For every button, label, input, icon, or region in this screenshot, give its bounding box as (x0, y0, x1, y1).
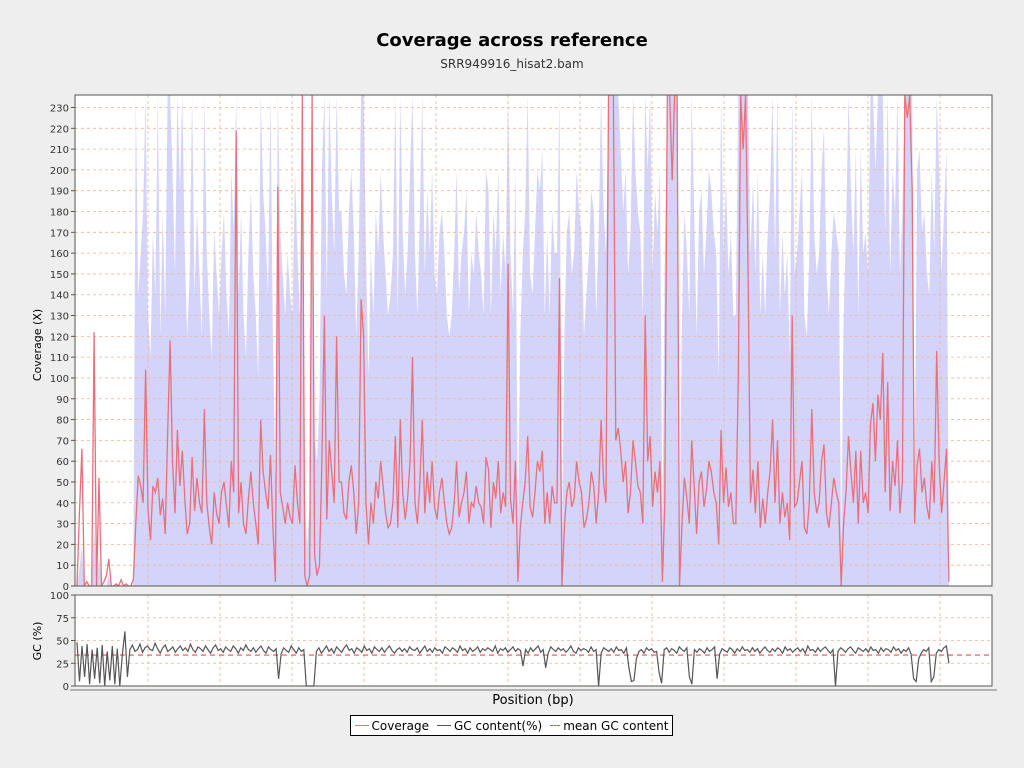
gc-y-tick-label: 100 (50, 591, 69, 602)
coverage-y-tick-label: 130 (50, 312, 69, 323)
coverage-y-tick-label: 0 (63, 582, 69, 593)
legend-item-gc-content: GC content(%) (437, 719, 542, 733)
coverage-y-tick-label: 110 (50, 353, 69, 364)
coverage-y-tick-label: 20 (56, 540, 69, 551)
chart-subtitle: SRR949916_hisat2.bam (440, 57, 584, 71)
coverage-y-tick-label: 30 (56, 520, 69, 531)
coverage-y-tick-label: 60 (56, 457, 69, 468)
chart-title: Coverage across reference (376, 30, 648, 51)
gc-y-axis-label: GC (%) (31, 622, 44, 661)
x-axis-label: Position (bp) (492, 693, 573, 708)
legend-swatch-mean-gc (550, 725, 561, 726)
coverage-y-tick-label: 160 (50, 249, 69, 260)
coverage-y-tick-label: 200 (50, 166, 69, 177)
coverage-line (76, 95, 950, 586)
legend-swatch-gc-content (437, 725, 451, 726)
coverage-y-tick-label: 230 (50, 103, 69, 114)
coverage-y-tick-label: 50 (56, 478, 69, 489)
legend-item-mean-gc: mean GC content (550, 719, 668, 733)
gc-y-tick-label: 50 (56, 637, 69, 648)
coverage-y-tick-label: 120 (50, 332, 69, 343)
coverage-y-tick-label: 180 (50, 208, 69, 219)
legend-swatch-coverage (354, 725, 369, 726)
legend-label-coverage: Coverage (371, 718, 430, 733)
gc-y-tick-label: 25 (56, 659, 69, 670)
legend-item-coverage: Coverage (354, 718, 430, 733)
coverage-y-tick-label: 210 (50, 145, 69, 156)
coverage-y-tick-label: 190 (50, 187, 69, 198)
gc-panel: 0 25 50 75 100 (50, 591, 997, 693)
coverage-y-tick-label: 90 (56, 395, 69, 406)
coverage-y-tick-label: 100 (50, 374, 69, 385)
coverage-y-tick-label: 150 (50, 270, 69, 281)
chart-legend: Coverage GC content(%) mean GC content (350, 715, 673, 736)
coverage-y-tick-label: 70 (56, 436, 69, 447)
gc-content-line (76, 631, 950, 687)
coverage-y-tick-label: 40 (56, 499, 69, 510)
legend-label-gc-content: GC content(%) (454, 718, 543, 733)
coverage-y-tick-label: 220 (50, 124, 69, 135)
legend-label-mean-gc: mean GC content (563, 718, 669, 733)
coverage-y-axis-label: Coverage (X) (31, 309, 44, 381)
coverage-y-tick-label: 10 (56, 561, 69, 572)
coverage-panel: 0 10 20 30 40 50 60 70 80 90 100 110 120 130 140 150 160… (50, 94, 993, 593)
coverage-y-tick-label: 80 (56, 416, 69, 427)
coverage-y-tick-label: 140 (50, 291, 69, 302)
gc-y-tick-label: 75 (56, 614, 69, 625)
gc-y-tick-label: 0 (63, 682, 69, 693)
coverage-frame (74, 94, 993, 587)
coverage-y-tick-label: 170 (50, 228, 69, 239)
coverage-band-area (77, 95, 949, 586)
